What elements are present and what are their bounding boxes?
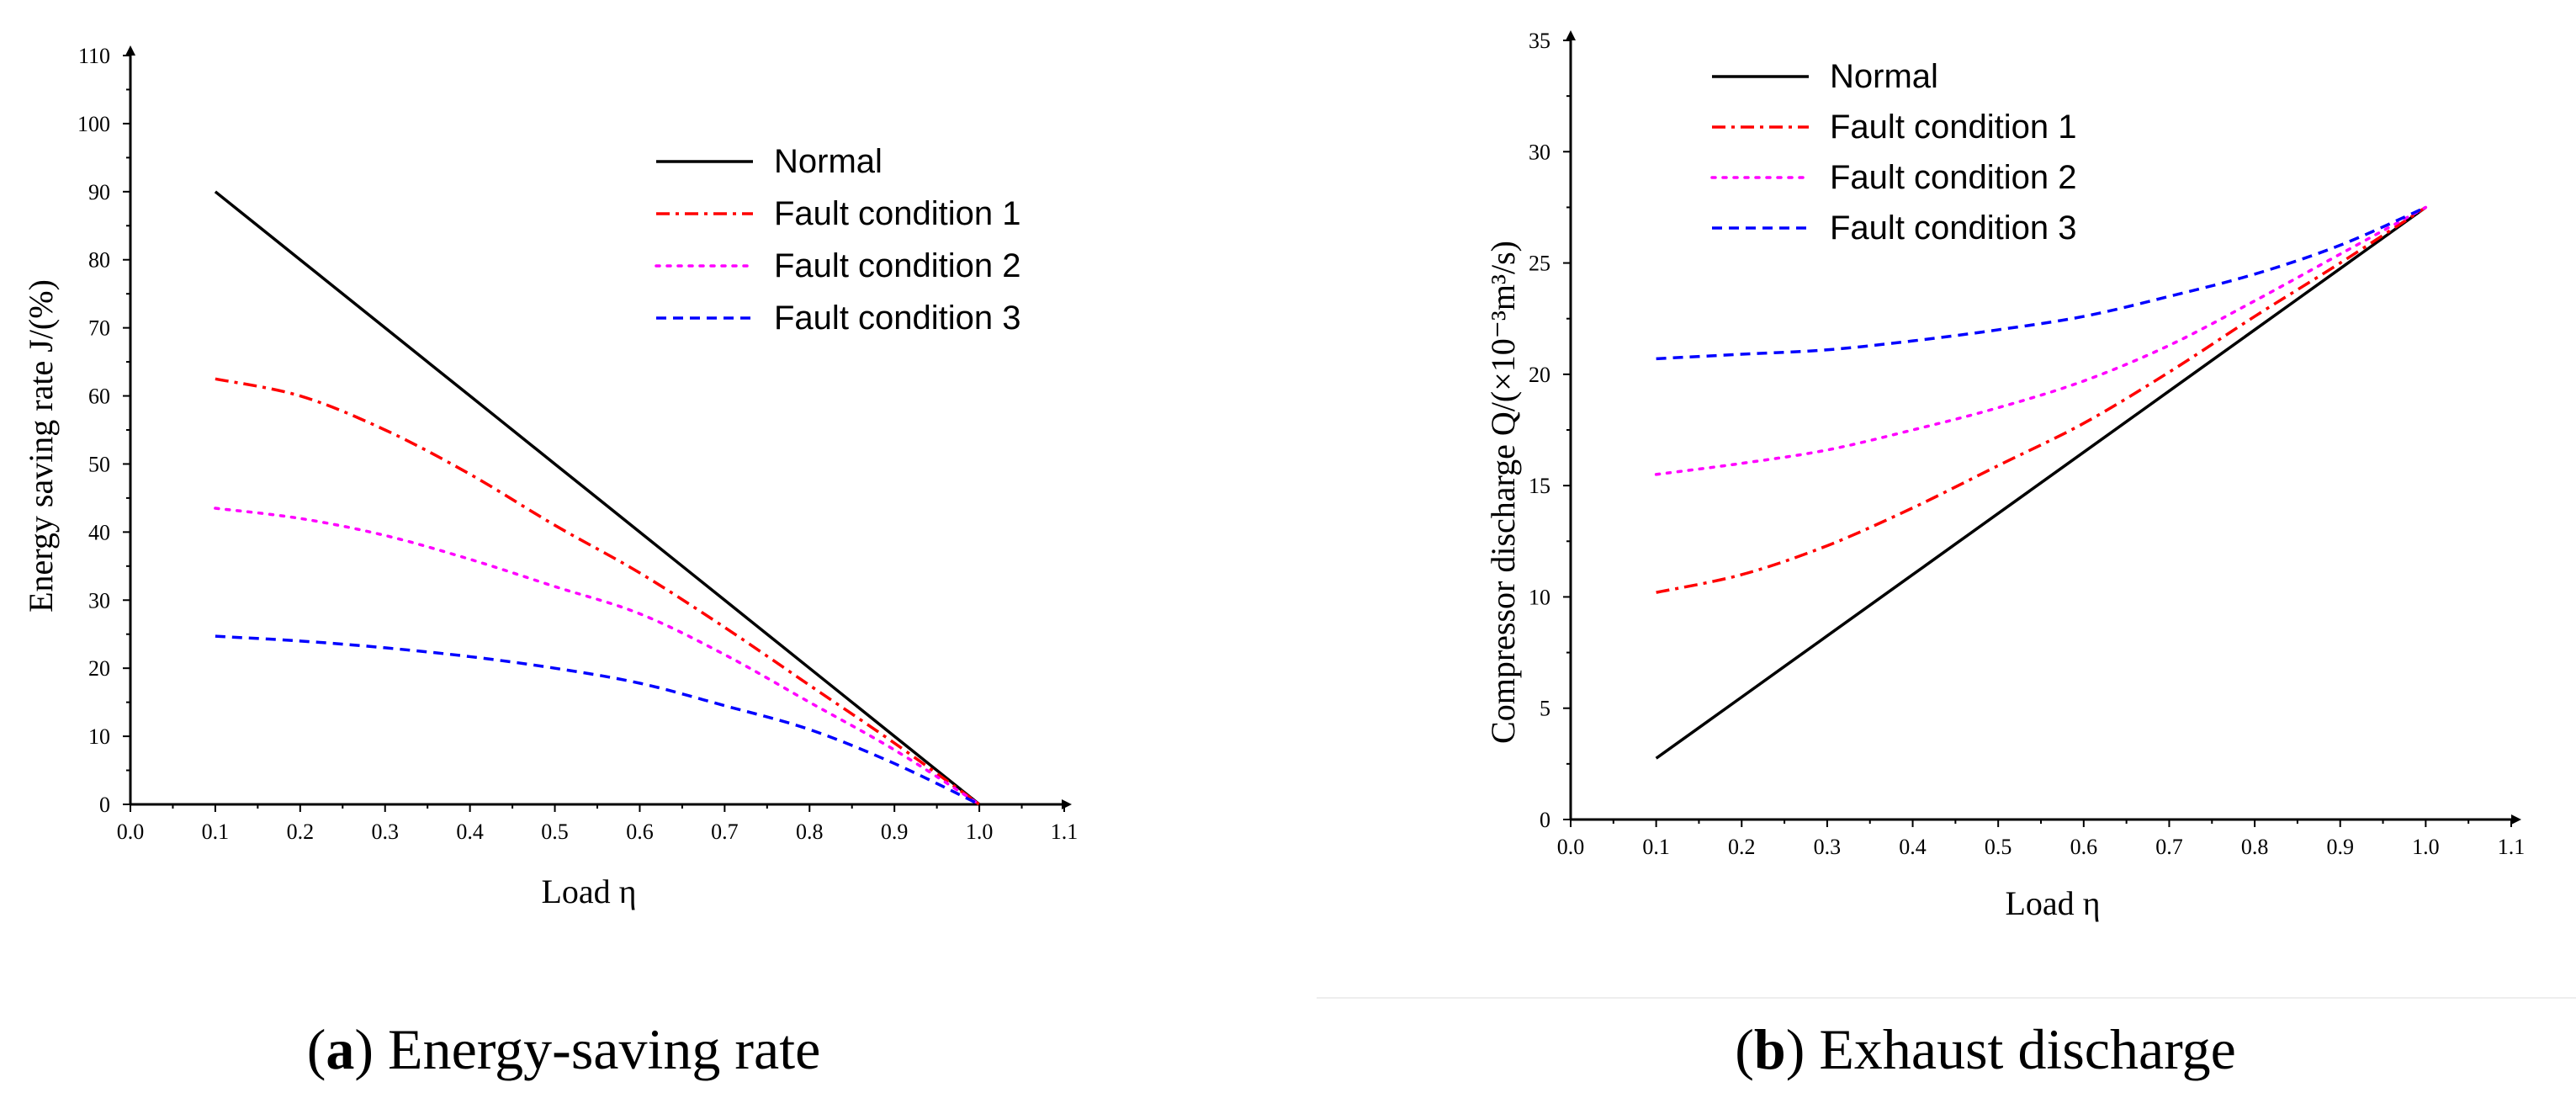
legend-b: Normal Fault condition 1 Fault condition 2… xyxy=(1710,58,2077,247)
caption-a: (a) Energy-saving rate xyxy=(307,1017,821,1081)
y-tick-label: 0 xyxy=(99,793,110,817)
ylabel-a: Energy saving rate J/(%) xyxy=(22,279,60,613)
caption-a-letter: a xyxy=(326,1017,354,1081)
legend-a: Normal Fault condition 1 Fault condition 2… xyxy=(655,143,1021,337)
legend-label: Fault condition 2 xyxy=(1830,159,2077,196)
y-tick-label: 90 xyxy=(88,180,110,204)
legend-label: Fault condition 1 xyxy=(774,195,1021,232)
y-tick-label: 30 xyxy=(88,588,110,613)
y-tick-label: 5 xyxy=(1540,697,1550,721)
x-tick-label: 0.4 xyxy=(456,820,484,844)
legend-label: Fault condition 3 xyxy=(1830,210,2077,247)
x-tick-label: 0.1 xyxy=(202,820,230,844)
y-tick-label: 20 xyxy=(1529,363,1550,387)
x-tick-label: 0.0 xyxy=(1557,835,1585,859)
xlabel-b: Load η xyxy=(2005,884,2100,922)
legend-label: Fault condition 2 xyxy=(774,247,1021,284)
caption-b-text: Exhaust discharge xyxy=(1819,1017,2235,1081)
x-tick-label: 0.3 xyxy=(1814,835,1842,859)
series-line-b-1 xyxy=(1656,205,2427,594)
ylabel-b: Compressor discharge Q/(×10⁻³m³/s) xyxy=(1484,241,1522,744)
x-tick-label: 1.0 xyxy=(2412,835,2440,859)
y-tick-label: 0 xyxy=(1540,808,1550,832)
x-tick-label: 0.2 xyxy=(287,820,315,844)
y-tick-label: 50 xyxy=(88,452,110,476)
legend-label: Fault condition 1 xyxy=(1830,109,2077,146)
y-tick-label: 100 xyxy=(77,112,110,136)
legend-label: Fault condition 3 xyxy=(774,300,1021,337)
y-tick-label: 110 xyxy=(78,44,110,68)
x-tick-label: 0.2 xyxy=(1728,835,1756,859)
y-tick-label: 35 xyxy=(1529,29,1550,53)
caption-b-letter: b xyxy=(1754,1017,1786,1081)
x-tick-label: 1.1 xyxy=(2498,835,2526,859)
x-tick-label: 0.4 xyxy=(1899,835,1927,859)
series-line-a-3 xyxy=(215,634,980,806)
x-tick-label: 0.7 xyxy=(2155,835,2183,859)
x-tick-label: 0.5 xyxy=(541,820,569,844)
x-tick-label: 0.0 xyxy=(117,820,145,844)
x-tick-label: 1.0 xyxy=(966,820,994,844)
x-tick-label: 0.8 xyxy=(2241,835,2269,859)
x-tick-label: 0.6 xyxy=(2070,835,2098,859)
x-tick-label: 0.9 xyxy=(881,820,909,844)
x-tick-label: 0.5 xyxy=(1985,835,2012,859)
y-tick-label: 10 xyxy=(1529,585,1550,609)
y-tick-label: 70 xyxy=(88,316,110,341)
y-tick-label: 60 xyxy=(88,385,110,409)
legend-label: Normal xyxy=(1830,58,1938,95)
x-tick-label: 0.6 xyxy=(626,820,654,844)
y-tick-label: 80 xyxy=(88,248,110,273)
xlabel-a: Load η xyxy=(541,873,636,910)
chart-panel-b: Compressor discharge Q/(×10⁻³m³/s) Load … xyxy=(1484,29,2525,1081)
caption-a-text: Energy-saving rate xyxy=(388,1017,820,1081)
y-tick-label: 30 xyxy=(1529,140,1550,164)
y-tick-label: 10 xyxy=(88,724,110,749)
y-tick-label: 20 xyxy=(88,656,110,681)
y-tick-label: 25 xyxy=(1529,252,1550,276)
chart-panel-a: Energy saving rate J/(%) Load η (a) Ener… xyxy=(22,44,1078,1081)
x-tick-label: 0.7 xyxy=(711,820,739,844)
series-line-b-0 xyxy=(1655,206,2427,760)
series-line-a-0 xyxy=(214,190,981,806)
series-line-a-2 xyxy=(214,507,981,806)
x-tick-label: 0.3 xyxy=(371,820,399,844)
x-tick-label: 0.8 xyxy=(796,820,824,844)
x-tick-label: 1.1 xyxy=(1051,820,1079,844)
series-line-a-1 xyxy=(215,377,981,806)
x-tick-label: 0.1 xyxy=(1642,835,1670,859)
y-tick-label: 40 xyxy=(88,520,110,544)
y-tick-label: 15 xyxy=(1529,474,1550,498)
series-line-b-2 xyxy=(1654,205,2428,476)
caption-b: (b) Exhaust discharge xyxy=(1735,1017,2236,1081)
x-tick-label: 0.9 xyxy=(2326,835,2354,859)
legend-label: Normal xyxy=(774,143,883,180)
